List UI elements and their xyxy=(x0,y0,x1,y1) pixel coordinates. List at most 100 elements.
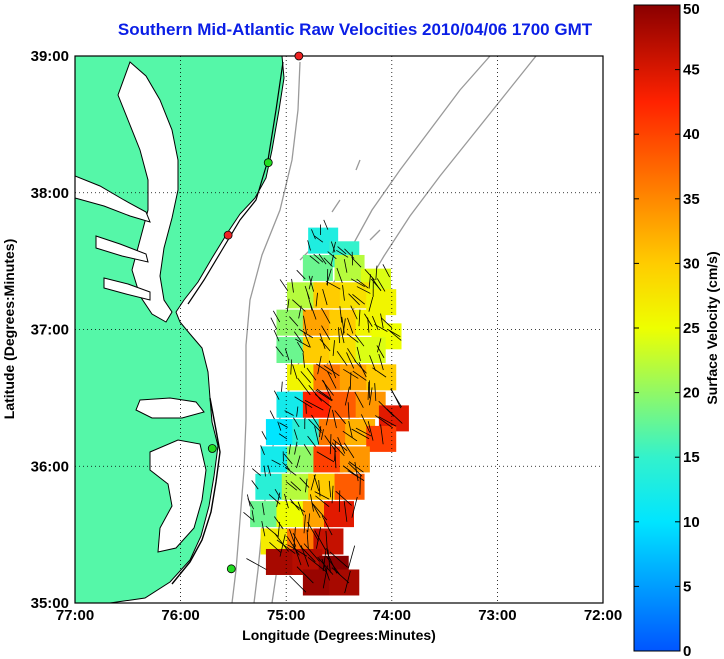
velocity-arrow xyxy=(329,434,332,455)
velocity-arrow xyxy=(356,346,361,362)
velocity-arrow xyxy=(327,549,331,573)
velocity-arrow xyxy=(269,542,282,553)
velocity-arrow xyxy=(285,466,297,476)
velocity-arrow xyxy=(284,493,289,509)
velocity-arrow xyxy=(271,459,281,466)
y-tick-label: 38:00 xyxy=(31,185,69,202)
velocity-arrow xyxy=(290,481,302,492)
velocity-arrow xyxy=(346,352,355,369)
velocity-arrow xyxy=(348,420,353,438)
velocity-arrow xyxy=(321,379,334,396)
velocity-arrow xyxy=(296,341,305,353)
velocity-cell xyxy=(334,254,365,281)
velocity-arrow xyxy=(347,402,350,420)
velocity-arrow xyxy=(346,333,359,343)
velocity-arrow xyxy=(315,292,318,307)
velocity-arrow xyxy=(306,529,309,549)
velocity-arrow xyxy=(332,340,335,356)
velocity-arrow xyxy=(350,278,365,288)
velocity-cell xyxy=(339,446,370,473)
velocity-arrow xyxy=(273,390,280,400)
velocity-arrow xyxy=(322,548,327,572)
velocity-arrow xyxy=(303,332,311,348)
grid-lines xyxy=(75,56,603,603)
velocity-arrow xyxy=(314,394,332,408)
velocity-arrow xyxy=(296,269,306,280)
potomac-river xyxy=(75,175,151,223)
velocity-arrow xyxy=(308,385,323,402)
x-tick-label: 76:00 xyxy=(161,607,199,624)
velocity-arrow xyxy=(358,362,367,378)
velocity-arrow xyxy=(378,416,397,427)
velocity-arrow xyxy=(261,430,267,440)
velocity-arrow xyxy=(368,296,374,312)
velocity-arrow xyxy=(274,488,281,499)
velocity-arrow xyxy=(354,391,364,408)
velocity-cell xyxy=(324,501,354,528)
velocity-arrow xyxy=(317,355,322,375)
velocity-arrow xyxy=(328,360,337,379)
velocity-arrow xyxy=(267,465,272,476)
velocity-arrow xyxy=(369,355,376,371)
velocity-arrow xyxy=(334,410,346,425)
velocity-cell xyxy=(276,501,307,528)
velocity-arrow xyxy=(292,299,306,312)
velocity-vectors xyxy=(243,219,403,594)
pamlico-sound xyxy=(149,439,207,553)
colorbar-tick-label: 40 xyxy=(683,126,700,143)
delmarva-barrier xyxy=(187,61,284,305)
velocity-arrow xyxy=(351,251,354,266)
velocity-cell xyxy=(302,569,333,596)
velocity-arrow xyxy=(354,360,367,374)
velocity-arrow xyxy=(307,521,319,542)
velocity-cell xyxy=(302,254,333,281)
velocity-arrow xyxy=(268,494,281,505)
velocity-field xyxy=(250,227,409,596)
velocity-arrow xyxy=(390,388,402,408)
velocity-arrow xyxy=(354,461,359,482)
velocity-arrow xyxy=(347,462,363,477)
velocity-arrow xyxy=(354,334,365,347)
y-tick-labels: 35:00 36:00 37:00 38:00 39:00 xyxy=(31,48,69,612)
velocity-arrow xyxy=(290,501,306,513)
velocity-arrow xyxy=(374,383,377,402)
colorbar-tick-label: 5 xyxy=(683,578,691,595)
map-title: Southern Mid-Atlantic Raw Velocities 201… xyxy=(117,20,593,39)
velocity-arrow xyxy=(367,317,370,333)
velocity-arrow xyxy=(352,370,367,381)
velocity-arrow xyxy=(246,558,267,570)
x-axis-label: Longitude (Degrees:Minutes) xyxy=(242,627,436,643)
velocity-arrow xyxy=(300,371,312,384)
velocity-arrow xyxy=(331,567,350,584)
velocity-arrow xyxy=(318,480,321,497)
velocity-arrow xyxy=(322,565,328,589)
x-tick-labels: 77:00 76:00 75:00 74:00 73:00 72:00 xyxy=(56,607,622,624)
velocity-arrow xyxy=(356,286,371,294)
velocity-arrow xyxy=(314,235,324,243)
velocity-arrow xyxy=(323,257,333,267)
velocity-arrow xyxy=(314,491,330,500)
x-tick-label: 73:00 xyxy=(478,607,516,624)
velocity-arrow xyxy=(291,278,294,293)
velocity-arrow xyxy=(378,400,395,417)
colorbar-tick-label: 15 xyxy=(683,449,700,466)
y-tick-label: 37:00 xyxy=(31,322,69,339)
velocity-arrow xyxy=(380,317,393,329)
colorbar-tick-label: 50 xyxy=(683,1,700,18)
velocity-arrow xyxy=(307,513,311,532)
velocity-arrow xyxy=(332,241,336,253)
velocity-arrow xyxy=(251,480,259,490)
velocity-arrow xyxy=(344,386,350,406)
colorbar-tick-label: 25 xyxy=(683,320,700,337)
x-tick-label: 74:00 xyxy=(373,607,411,624)
velocity-arrow xyxy=(339,306,343,323)
colorbar xyxy=(633,4,681,652)
velocity-arrow xyxy=(279,534,286,557)
velocity-arrow xyxy=(321,558,330,581)
velocity-arrow xyxy=(303,543,320,562)
velocity-arrow xyxy=(326,552,338,574)
velocity-arrow xyxy=(281,381,283,392)
velocity-arrow xyxy=(277,521,281,538)
velocity-cell xyxy=(287,364,318,391)
